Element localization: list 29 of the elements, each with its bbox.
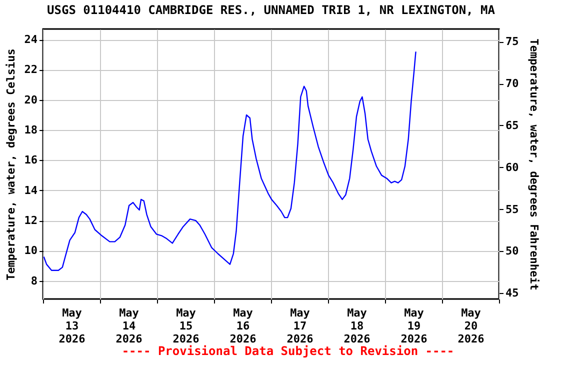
y2-axis-title: Temperature, water, degrees Fahrenheit — [528, 38, 541, 290]
y-tick-label: 12 — [24, 214, 38, 228]
chart-title: USGS 01104410 CAMBRIDGE RES., UNNAMED TRIB 1, NR LEXINGTON, MA — [47, 3, 496, 17]
y-tick-label: 14 — [24, 184, 38, 197]
y-tick-label: 22 — [24, 63, 38, 76]
y2-tick-label: 45 — [506, 286, 519, 300]
x-tick-label: May 16 2026 — [230, 306, 257, 346]
x-tick-label: May 17 2026 — [286, 306, 314, 346]
x-tick-label: May 13 2026 — [58, 306, 86, 346]
x-tick-label: May 14 2026 — [116, 306, 143, 346]
y2-tick-label: 50 — [506, 244, 519, 258]
y-tick-label: 16 — [24, 154, 38, 167]
x-tick-label: May 20 2026 — [458, 306, 485, 346]
y2-tick-label: 75 — [506, 35, 519, 48]
x-tick-label: May 15 2026 — [172, 306, 200, 346]
x-tick-label: May 18 2026 — [344, 306, 371, 346]
y-tick-label: 10 — [24, 244, 38, 258]
line-series — [43, 51, 416, 271]
y2-tick-label: 65 — [506, 118, 519, 132]
y-axis-title: Temperature, water, degrees Celsius — [4, 48, 18, 280]
y-tick-label: 8 — [30, 274, 38, 288]
y-tick-label: 20 — [24, 93, 38, 106]
y-tick-label: 18 — [24, 124, 38, 137]
x-tick-label: May 19 2026 — [400, 306, 428, 346]
y2-tick-label: 70 — [506, 77, 519, 90]
y2-tick-label: 60 — [506, 160, 519, 174]
text: ---- Provisional Data Subject to Revision ---- — [120, 344, 456, 358]
y2-tick-label: 55 — [506, 202, 519, 216]
y-tick-label: 24 — [24, 33, 38, 46]
